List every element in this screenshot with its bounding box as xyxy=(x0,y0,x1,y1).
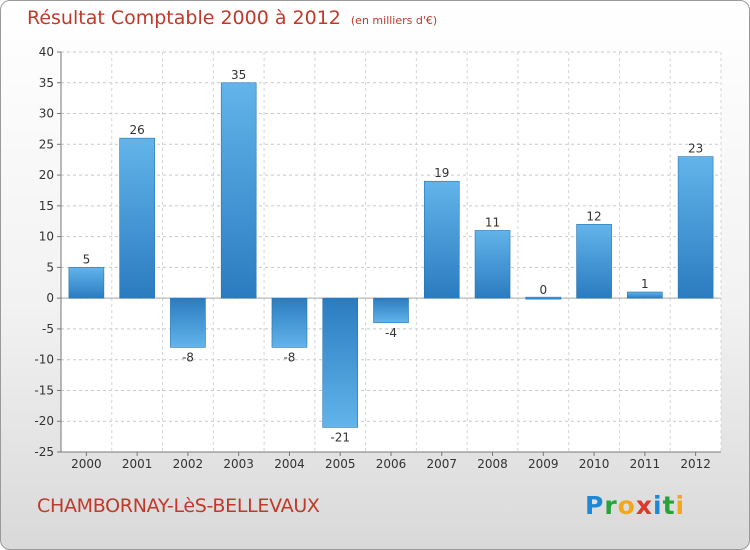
x-tick-label: 2011 xyxy=(630,457,661,471)
value-label: -8 xyxy=(182,350,194,364)
value-label: 23 xyxy=(688,142,703,156)
y-tick-label: 5 xyxy=(46,260,54,274)
y-tick-label: 15 xyxy=(39,199,54,213)
y-tick-label: 40 xyxy=(39,45,54,59)
bar-2011[interactable] xyxy=(627,291,663,299)
y-tick-label: 10 xyxy=(39,230,54,244)
bar-2003[interactable] xyxy=(220,82,257,299)
y-tick-label: 0 xyxy=(46,291,54,305)
bar-2004[interactable] xyxy=(271,297,308,348)
chart-title: Résultat Comptable 2000 à 2012 xyxy=(27,7,341,29)
value-label: -21 xyxy=(330,430,350,444)
value-label: 1 xyxy=(641,277,649,291)
commune-name: CHAMBORNAY-LèS-BELLEVAUX xyxy=(37,495,320,517)
value-label: 19 xyxy=(434,166,449,180)
bar-2001[interactable] xyxy=(119,137,155,299)
y-tick-label: 20 xyxy=(39,168,54,182)
x-tick-label: 2006 xyxy=(376,457,407,471)
value-label: 11 xyxy=(485,215,500,229)
y-tick-label: 25 xyxy=(39,137,54,151)
x-tick-label: 2012 xyxy=(680,457,711,471)
value-label: -4 xyxy=(385,326,397,340)
x-tick-label: 2007 xyxy=(426,457,457,471)
grid-layer xyxy=(60,51,722,453)
x-tick-label: 2002 xyxy=(173,457,204,471)
value-label: 26 xyxy=(130,123,145,137)
y-tick-label: -20 xyxy=(34,414,54,428)
x-tick-label: 2005 xyxy=(325,457,356,471)
title-row: Résultat Comptable 2000 à 2012 (en millie… xyxy=(27,7,437,29)
bar-2000[interactable] xyxy=(68,267,105,299)
bar-2006[interactable] xyxy=(373,297,409,324)
value-label: 12 xyxy=(586,209,601,223)
bar-2012[interactable] xyxy=(677,156,714,299)
value-label: -8 xyxy=(283,350,295,364)
y-tick-label: -15 xyxy=(34,383,54,397)
bar-2009[interactable] xyxy=(525,296,562,300)
bar-2008[interactable] xyxy=(474,230,511,299)
y-tick-label: -25 xyxy=(34,445,54,459)
x-tick-label: 2010 xyxy=(579,457,610,471)
proxiti-logo[interactable]: Proxiti xyxy=(585,491,686,520)
bar-2005[interactable] xyxy=(322,297,359,428)
bar-layer xyxy=(68,82,714,428)
value-label: 35 xyxy=(231,68,246,82)
value-label: 0 xyxy=(539,283,547,297)
x-tick-label: 2009 xyxy=(528,457,559,471)
value-label: 5 xyxy=(83,252,91,266)
x-tick-label: 2001 xyxy=(122,457,153,471)
y-tick-label: -10 xyxy=(34,353,54,367)
bar-2002[interactable] xyxy=(170,297,206,348)
chart-subtitle: (en milliers d'€) xyxy=(350,14,438,27)
x-tick-label: 2003 xyxy=(223,457,254,471)
x-tick-label: 2000 xyxy=(71,457,102,471)
x-tick-label: 2004 xyxy=(274,457,305,471)
x-tick-label: 2008 xyxy=(477,457,508,471)
label-layer: 2000 5 2001 26 2002 -8 2003 35 2004 -8 2005 -21 2006… xyxy=(71,68,711,471)
y-tick-label: -5 xyxy=(42,322,54,336)
y-tick-label: 30 xyxy=(39,107,54,121)
y-tick-label: 35 xyxy=(39,76,54,90)
plot-area xyxy=(61,52,721,452)
bar-2010[interactable] xyxy=(576,224,612,299)
bar-2007[interactable] xyxy=(423,180,460,299)
